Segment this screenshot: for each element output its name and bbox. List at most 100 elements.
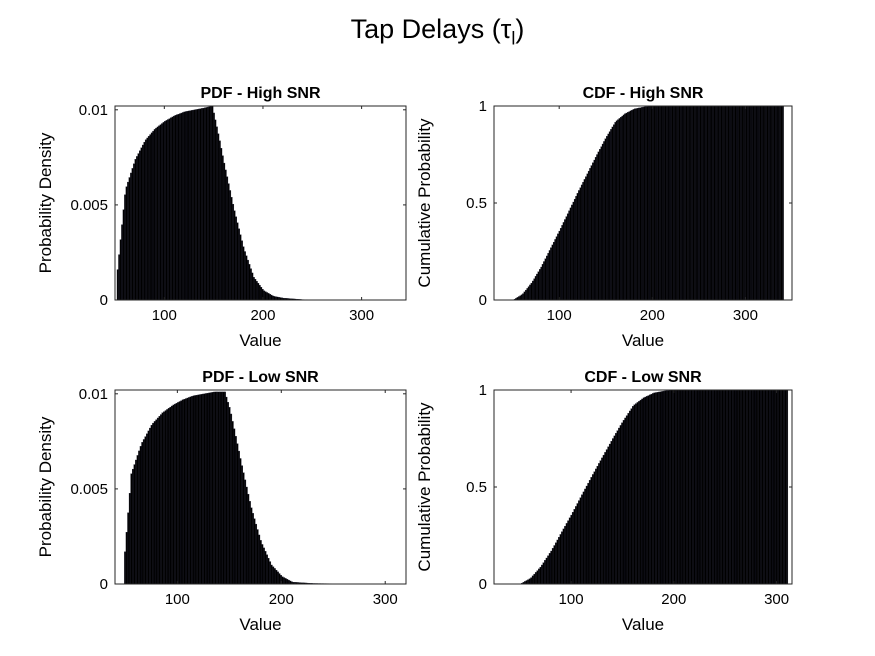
pdf-low-snr-bar — [141, 442, 144, 585]
cdf-high-snr-bar — [699, 105, 702, 301]
cdf-low-snr-bar — [732, 389, 735, 585]
cdf-high-snr-bar — [660, 105, 663, 301]
pdf-high-snr-bar — [144, 139, 147, 301]
cdf-high-snr-bar — [518, 296, 520, 301]
pdf-low-snr-bar — [230, 413, 233, 585]
cdf-high-snr-bar — [597, 151, 600, 301]
cdf-low-snr-bar — [547, 555, 550, 585]
pdf-low-snr-ylabel: Probability Density — [36, 416, 55, 557]
pdf-low-snr-bar — [195, 394, 198, 585]
cdf-low-snr-bar — [587, 482, 590, 585]
pdf-low-snr-bar — [191, 396, 194, 585]
cdf-high-snr-bar — [532, 280, 534, 301]
cdf-high-snr-bar — [776, 105, 779, 301]
cdf-high-snr-ytick-label: 0 — [479, 292, 487, 309]
cdf-low-snr-bar — [624, 417, 627, 585]
cdf-low-snr-bar — [678, 389, 681, 585]
cdf-high-snr-bar — [572, 201, 575, 301]
pdf-low-snr-title: PDF - Low SNR — [202, 369, 319, 386]
cdf-high-snr-bar — [768, 105, 770, 301]
cdf-high-snr-bar — [654, 105, 657, 301]
cdf-high-snr-bar — [625, 112, 628, 301]
pdf-high-snr-bar — [128, 177, 131, 301]
cdf-high-snr-bar — [754, 105, 756, 301]
cdf-low-snr-bar — [661, 391, 664, 585]
cdf-high-snr-bar — [604, 138, 607, 301]
cdf-high-snr-bar — [668, 105, 671, 301]
cdf-low-snr-bar — [693, 389, 696, 585]
pdf-low-snr-bar — [192, 395, 195, 585]
cdf-low-snr-bar — [710, 389, 713, 585]
cdf-high-snr-bar — [529, 284, 531, 301]
cdf-low-snr-bar — [613, 435, 616, 585]
cdf-low-snr-bar — [733, 389, 736, 585]
cdf-low-snr-bar — [679, 389, 682, 585]
pdf-high-snr-bar — [178, 113, 181, 301]
cdf-high-snr-bar — [705, 105, 707, 301]
pdf-high-snr-bar — [217, 133, 220, 301]
cdf-high-snr-bar — [573, 198, 576, 301]
cdf-low-snr-bar — [773, 389, 776, 585]
cdf-low-snr-bar — [698, 389, 701, 585]
cdf-low-snr-bar — [772, 389, 775, 585]
cdf-low-snr-bar — [669, 390, 671, 585]
cdf-high-snr-bar — [539, 269, 541, 301]
cdf-high-snr-bar — [583, 179, 586, 301]
cdf-high-snr-bar — [716, 105, 719, 301]
cdf-high-snr-bar — [751, 105, 754, 301]
pdf-high-snr-bar — [218, 140, 221, 301]
cdf-high-snr-bar — [666, 105, 668, 301]
pdf-high-snr-bar — [198, 108, 200, 301]
cdf-high-snr-bar — [606, 136, 608, 301]
cdf-low-snr-bar — [647, 395, 650, 585]
cdf-low-snr-bar — [596, 465, 599, 585]
pdf-low-snr-bar — [259, 540, 262, 585]
cdf-low-snr-bar — [541, 564, 543, 585]
pdf-low-snr-bar — [184, 398, 187, 585]
cdf-high-snr-bar — [779, 105, 781, 301]
pdf-high-snr-bar — [122, 209, 125, 301]
pdf-low-snr-bar — [160, 414, 162, 585]
cdf-high-snr-bar — [624, 113, 626, 301]
cdf-high-snr-ytick-label: 1 — [479, 98, 487, 115]
cdf-low-snr-bar — [528, 578, 531, 585]
pdf-high-snr-bar — [241, 240, 243, 301]
pdf-low-snr-bar — [234, 436, 237, 585]
cdf-high-snr-bar — [761, 105, 763, 301]
pdf-low-snr-bar — [202, 393, 205, 585]
pdf-high-snr-bar — [258, 285, 261, 301]
cdf-low-snr-bar — [652, 393, 654, 585]
cdf-high-snr-bar — [703, 105, 706, 301]
cdf-high-snr-bar — [726, 105, 728, 301]
pdf-low-snr-bar — [138, 450, 141, 585]
cdf-high-snr-ytick-label: 0.5 — [466, 195, 487, 212]
cdf-low-snr-bar — [735, 389, 738, 585]
cdf-high-snr-bar — [561, 225, 564, 301]
pdf-high-snr-bar — [236, 222, 239, 301]
cdf-low-snr-bar — [598, 463, 600, 585]
cdf-high-snr-bar — [527, 286, 530, 301]
pdf-low-snr-xlabel: Value — [239, 615, 281, 634]
pdf-high-snr-bar — [137, 153, 140, 301]
cdf-high-snr-bar — [565, 216, 568, 301]
pdf-high-snr-plot: 100 200 300 0 0.005 0.01 PDF - High SNR Value Pr… — [36, 85, 407, 350]
cdf-low-snr-bar — [599, 460, 602, 585]
cdf-high-snr-bar — [730, 105, 733, 301]
cdf-high-snr-bar — [610, 129, 612, 301]
pdf-high-snr-bar — [153, 129, 156, 301]
cdf-low-snr-bar — [527, 579, 530, 585]
pdf-low-snr-bar — [175, 403, 178, 585]
pdf-high-snr-bar — [202, 107, 205, 301]
pdf-low-snr-bar — [178, 401, 181, 585]
cdf-high-snr-bar — [656, 105, 659, 301]
pdf-low-snr-bar — [250, 507, 253, 585]
pdf-high-snr-bar — [212, 112, 215, 301]
cdf-high-snr-bar — [758, 105, 761, 301]
cdf-high-snr-bar — [681, 105, 684, 301]
cdf-high-snr-bar — [614, 122, 617, 301]
cdf-low-snr-bar — [727, 389, 730, 585]
cdf-high-snr-bar — [653, 105, 656, 301]
cdf-high-snr-bar — [694, 105, 696, 301]
cdf-high-snr-bar — [548, 250, 551, 301]
pdf-low-snr-bar — [239, 458, 242, 585]
